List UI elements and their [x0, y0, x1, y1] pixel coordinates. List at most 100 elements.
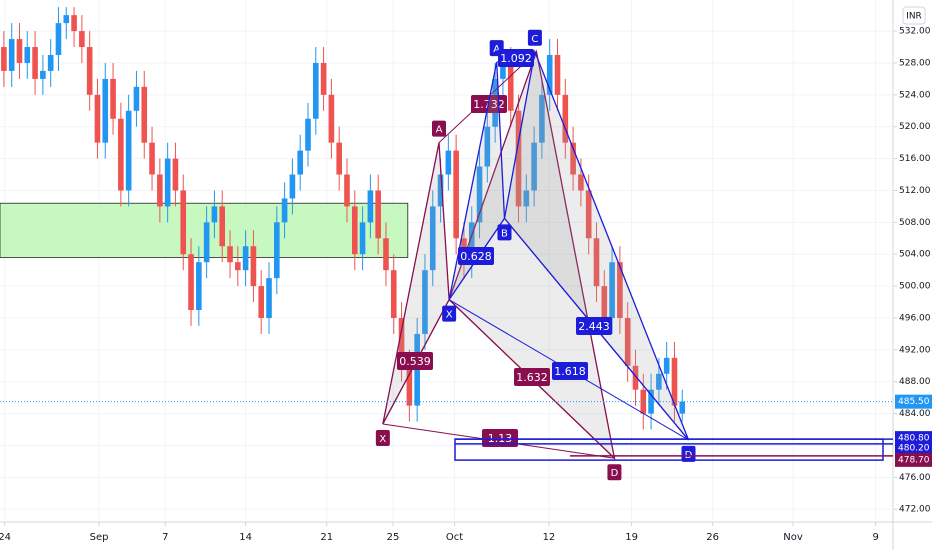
last-price-label: 485.50 — [898, 397, 930, 407]
y-tick-label: 488.00 — [899, 377, 931, 387]
candle-body — [125, 110, 132, 191]
ratio-tag — [552, 362, 588, 380]
candle-body — [336, 142, 342, 175]
candle-body — [507, 62, 514, 111]
candle-body — [344, 174, 350, 207]
candle-body — [242, 246, 249, 271]
candle-body — [55, 23, 62, 55]
x-tick-label: 12 — [543, 532, 556, 543]
point-tag — [497, 224, 512, 241]
point-label: X — [446, 310, 453, 321]
candle-body — [266, 278, 272, 318]
plot-area: XAD0.5391.7321.6321.13XABCD0.6281.0922.4… — [0, 0, 893, 522]
y-tick-label: 532.00 — [899, 27, 931, 37]
candle-body — [328, 94, 335, 143]
candle-body — [71, 15, 77, 32]
candle-body — [671, 357, 678, 406]
candle-body — [149, 142, 155, 175]
y-tick-label: 492.00 — [899, 345, 931, 355]
candle-body — [351, 206, 358, 255]
y-tick-label: 512.00 — [899, 186, 931, 196]
candle-body — [203, 222, 210, 263]
candle-body — [86, 47, 93, 95]
candle-body — [679, 401, 686, 414]
candle-body — [164, 158, 171, 207]
y-tick-label: 472.00 — [899, 505, 931, 515]
candle-body — [570, 142, 576, 175]
candle-body — [484, 126, 491, 167]
ratio-tag — [576, 317, 612, 335]
x-tick-label: 24 — [0, 532, 11, 543]
point-label: D — [611, 468, 619, 479]
candle-body — [656, 373, 662, 390]
candle-body — [445, 150, 452, 175]
candle-body — [640, 389, 647, 414]
y-tick-label: 516.00 — [899, 154, 931, 164]
candle-body — [617, 262, 623, 318]
x-tick-label: 19 — [625, 532, 638, 543]
candle-body — [624, 317, 631, 366]
candle-body — [476, 166, 483, 223]
candle-body — [32, 47, 38, 79]
point-tag — [681, 445, 696, 462]
candle-body — [468, 222, 475, 263]
ratio-label: 0.539 — [399, 355, 431, 368]
currency-button[interactable]: INR — [902, 6, 926, 25]
candle-body — [632, 365, 639, 390]
candle-body — [110, 78, 116, 119]
candle-body — [188, 254, 194, 311]
candle-body — [63, 15, 70, 24]
x-tick-label: 21 — [320, 532, 333, 543]
y-tick-label: 504.00 — [899, 250, 931, 260]
candle-body — [24, 47, 31, 63]
candle-body — [453, 150, 459, 239]
ratio-tag — [498, 49, 534, 67]
candle-body — [422, 270, 428, 334]
ratio-tag — [514, 368, 550, 386]
point-label: C — [531, 34, 538, 45]
candle-body — [593, 238, 600, 287]
y-tick-label: 484.00 — [899, 409, 931, 419]
candle-body — [531, 142, 537, 191]
point-tag — [442, 305, 457, 322]
price-tag — [895, 440, 932, 455]
ratio-label: 0.628 — [460, 250, 492, 263]
candle-body — [398, 317, 405, 366]
candle-body — [515, 110, 522, 207]
candle-body — [180, 190, 187, 255]
currency-box[interactable] — [902, 6, 926, 25]
candle-body — [500, 62, 506, 79]
candle-body — [578, 174, 584, 191]
ratio-tag — [482, 429, 518, 447]
candle-body — [663, 357, 670, 374]
candle-body — [601, 286, 608, 318]
candle-body — [133, 86, 140, 111]
candle-body — [383, 238, 389, 271]
candle-body — [429, 206, 436, 271]
candle-body — [523, 190, 530, 207]
candle-body — [227, 246, 233, 263]
candle-body — [250, 246, 257, 287]
candle-body — [40, 70, 46, 79]
candle-body — [562, 94, 569, 143]
x-tick-label: Oct — [446, 532, 463, 543]
currency[interactable]: INR — [906, 12, 922, 22]
candle-body — [219, 206, 226, 247]
price-tag-label: 478.70 — [898, 455, 930, 465]
ratio-label: 1.732 — [473, 98, 505, 111]
candle-body — [16, 39, 23, 63]
ratio-label: 1.618 — [554, 365, 586, 378]
x-tick-label: Sep — [90, 532, 109, 543]
candle-body — [94, 94, 101, 143]
ratio-tag — [458, 247, 494, 265]
candle-body — [47, 54, 54, 71]
candle-body — [585, 190, 592, 239]
y-tick-label: 524.00 — [899, 90, 931, 100]
candle-body — [406, 365, 413, 406]
candle-body — [8, 39, 15, 71]
x-tick-label: 9 — [872, 532, 878, 543]
candle-body — [546, 54, 553, 95]
candle-body — [554, 54, 561, 95]
y-tick-label: 528.00 — [899, 58, 931, 68]
